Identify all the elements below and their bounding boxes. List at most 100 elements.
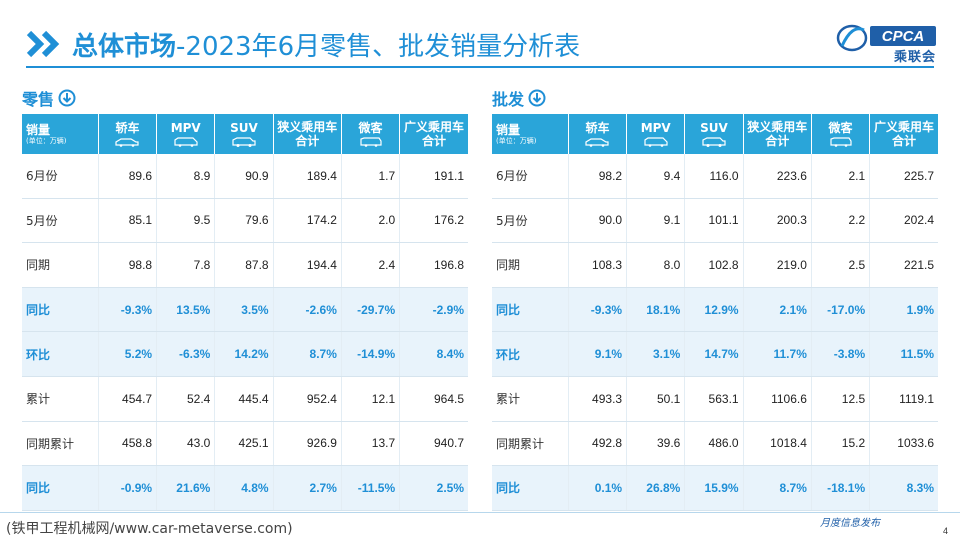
table-cell: 926.9 — [273, 421, 342, 467]
table-cell: 12.9% — [684, 287, 744, 333]
table-cell: 219.0 — [743, 242, 812, 288]
title-underline — [26, 66, 934, 68]
table-cell: 563.1 — [684, 376, 744, 422]
wholesale-heading-label: 批发 — [492, 90, 525, 109]
table-cell: 0.1% — [568, 465, 628, 511]
table-row: 同期 98.8 7.8 87.8 194.4 2.4 196.8 — [22, 242, 468, 288]
table-cell: 79.6 — [214, 198, 274, 244]
table-cell: 225.7 — [869, 154, 938, 199]
row-label: 环比 — [22, 331, 99, 377]
col-header-unit: (单位：万辆) — [26, 136, 67, 145]
arrow-down-circle-icon — [58, 89, 76, 107]
col-header-suv: SUV — [214, 114, 274, 154]
col-header-unit: (单位：万辆) — [496, 136, 537, 145]
row-label: 累计 — [492, 376, 569, 422]
table-cell: 1018.4 — [743, 421, 812, 467]
table-row: 同比 -0.9% 21.6% 4.8% 2.7% -11.5% 2.5% — [22, 465, 468, 511]
table-row: 同比 -9.3% 13.5% 3.5% -2.6% -29.7% -2.9% — [22, 287, 468, 333]
table-cell: 223.6 — [743, 154, 812, 199]
table-cell: 952.4 — [273, 376, 342, 422]
table-cell: 26.8% — [626, 465, 686, 511]
table-cell: 8.9 — [156, 154, 216, 199]
row-label: 同比 — [492, 287, 569, 333]
table-row: 环比 5.2% -6.3% 14.2% 8.7% -14.9% 8.4% — [22, 331, 468, 377]
col-header-sales-label: 销量 — [496, 122, 521, 137]
table-row: 5月份 85.1 9.5 79.6 174.2 2.0 176.2 — [22, 198, 468, 244]
table-cell: 11.5% — [869, 331, 938, 377]
table-cell: 189.4 — [273, 154, 342, 199]
table-cell: 98.2 — [568, 154, 628, 199]
table-cell: 8.0 — [626, 242, 686, 288]
table-row: 5月份 90.0 9.1 101.1 200.3 2.2 202.4 — [492, 198, 938, 244]
table-cell: 7.8 — [156, 242, 216, 288]
wholesale-panel: 批发 销量 (单位：万辆) 轿车 MPV SUV 狭义乘用车 合计 微客 — [492, 86, 938, 511]
retail-table: 销量 (单位：万辆) 轿车 MPV SUV 狭义乘用车 合计 微客 广义乘用车 合计… — [22, 114, 468, 511]
row-label: 同期累计 — [492, 421, 569, 467]
table-cell: 2.7% — [273, 465, 342, 511]
table-cell: -29.7% — [341, 287, 401, 333]
table-cell: 1.9% — [869, 287, 938, 333]
table-cell: 964.5 — [399, 376, 468, 422]
table-cell: 39.6 — [626, 421, 686, 467]
table-cell: 492.8 — [568, 421, 628, 467]
row-label: 6月份 — [22, 154, 99, 199]
table-cell: 2.1% — [743, 287, 812, 333]
col-header-narrow-total: 狭义乘用车 合计 — [273, 114, 342, 154]
col-header-sales: 销量 (单位：万辆) — [22, 114, 99, 154]
table-row: 同期累计 492.8 39.6 486.0 1018.4 15.2 1033.6 — [492, 421, 938, 467]
table-cell: 9.5 — [156, 198, 216, 244]
col-header-sales-label: 销量 — [26, 122, 51, 137]
table-cell: 196.8 — [399, 242, 468, 288]
table-cell: -2.9% — [399, 287, 468, 333]
table-cell: -11.5% — [341, 465, 401, 511]
table-cell: 3.1% — [626, 331, 686, 377]
footer-source: (铁甲工程机械网/www.car-metaverse.com) — [6, 521, 293, 537]
table-row: 6月份 98.2 9.4 116.0 223.6 2.1 225.7 — [492, 154, 938, 199]
row-label: 同期 — [22, 242, 99, 288]
wholesale-header-row: 销量 (单位：万辆) 轿车 MPV SUV 狭义乘用车 合计 微客 广义乘用车 合计 — [492, 114, 938, 154]
table-row: 6月份 89.6 8.9 90.9 189.4 1.7 191.1 — [22, 154, 468, 199]
retail-header-row: 销量 (单位：万辆) 轿车 MPV SUV 狭义乘用车 合计 微客 广义乘用车 合计 — [22, 114, 468, 154]
mpv-icon — [644, 137, 668, 147]
table-cell: 2.5% — [399, 465, 468, 511]
table-row: 同比 -9.3% 18.1% 12.9% 2.1% -17.0% 1.9% — [492, 287, 938, 333]
table-cell: 11.7% — [743, 331, 812, 377]
logo-text: CPCA — [882, 28, 925, 45]
table-cell: -18.1% — [811, 465, 871, 511]
footer-divider — [0, 512, 960, 513]
table-cell: -3.8% — [811, 331, 871, 377]
row-label: 5月份 — [492, 198, 569, 244]
retail-panel: 零售 销量 (单位：万辆) 轿车 MPV SUV 狭义乘用车 合计 微客 — [22, 86, 468, 511]
retail-heading: 零售 — [22, 86, 468, 110]
row-label: 累计 — [22, 376, 99, 422]
table-cell: 2.5 — [811, 242, 871, 288]
suv-icon — [702, 137, 726, 147]
table-cell: 2.1 — [811, 154, 871, 199]
table-cell: 43.0 — [156, 421, 216, 467]
table-cell: 458.8 — [98, 421, 158, 467]
page-number: 4 — [942, 526, 948, 536]
col-header-sedan: 轿车 — [98, 114, 158, 154]
logo-cn-text: 乘联会 — [893, 50, 936, 65]
table-cell: 9.4 — [626, 154, 686, 199]
table-cell: 200.3 — [743, 198, 812, 244]
double-chevron-icon — [26, 30, 60, 58]
table-row: 同期累计 458.8 43.0 425.1 926.9 13.7 940.7 — [22, 421, 468, 467]
table-cell: 90.9 — [214, 154, 274, 199]
table-cell: 940.7 — [399, 421, 468, 467]
table-cell: 194.4 — [273, 242, 342, 288]
table-cell: 1033.6 — [869, 421, 938, 467]
table-cell: 87.8 — [214, 242, 274, 288]
col-header-sedan: 轿车 — [568, 114, 628, 154]
wholesale-heading: 批发 — [492, 86, 938, 110]
table-row: 累计 454.7 52.4 445.4 952.4 12.1 964.5 — [22, 376, 468, 422]
table-cell: 2.4 — [341, 242, 401, 288]
table-cell: 50.1 — [626, 376, 686, 422]
table-cell: 8.7% — [743, 465, 812, 511]
suv-icon — [232, 137, 256, 147]
row-label: 同比 — [492, 465, 569, 511]
table-cell: 2.0 — [341, 198, 401, 244]
retail-body: 6月份 89.6 8.9 90.9 189.4 1.7 191.1 5月份 85.1 9.5 79.… — [22, 154, 468, 511]
table-cell: 1119.1 — [869, 376, 938, 422]
table-cell: 174.2 — [273, 198, 342, 244]
